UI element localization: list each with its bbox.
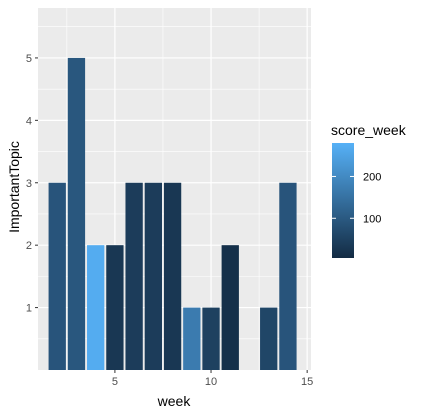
y-tick-label: 3 xyxy=(26,178,32,190)
legend-title: score_week xyxy=(331,122,407,138)
bars xyxy=(48,57,297,371)
bar xyxy=(67,57,86,371)
bar xyxy=(48,182,66,370)
x-tick-label: 15 xyxy=(301,376,313,388)
legend-tick-label: 100 xyxy=(363,213,381,225)
bar xyxy=(125,182,143,370)
y-tick-label: 2 xyxy=(26,240,32,252)
y-axis-ticks: 1 2 3 4 5 xyxy=(26,53,38,315)
bar xyxy=(87,245,105,370)
bar xyxy=(260,307,278,370)
x-axis-title: week xyxy=(157,393,192,409)
bar xyxy=(183,307,201,370)
bar xyxy=(221,245,239,370)
legend: score_week 100 200 xyxy=(331,122,407,258)
bar xyxy=(144,182,163,370)
y-axis-title: ImportantTopic xyxy=(6,141,22,233)
y-tick-label: 4 xyxy=(26,115,32,127)
y-tick-label: 1 xyxy=(26,303,32,315)
x-tick-label: 10 xyxy=(205,376,217,388)
bar xyxy=(279,182,297,370)
bar xyxy=(202,307,220,370)
legend-tick-label: 200 xyxy=(363,171,381,183)
x-axis-ticks: 5 10 15 xyxy=(112,370,313,388)
bar xyxy=(163,182,182,370)
bar xyxy=(106,245,124,370)
y-tick-label: 5 xyxy=(26,53,32,65)
legend-colorbar xyxy=(332,143,354,258)
legend-ticks: 100 200 xyxy=(332,171,381,225)
x-tick-label: 5 xyxy=(112,376,118,388)
